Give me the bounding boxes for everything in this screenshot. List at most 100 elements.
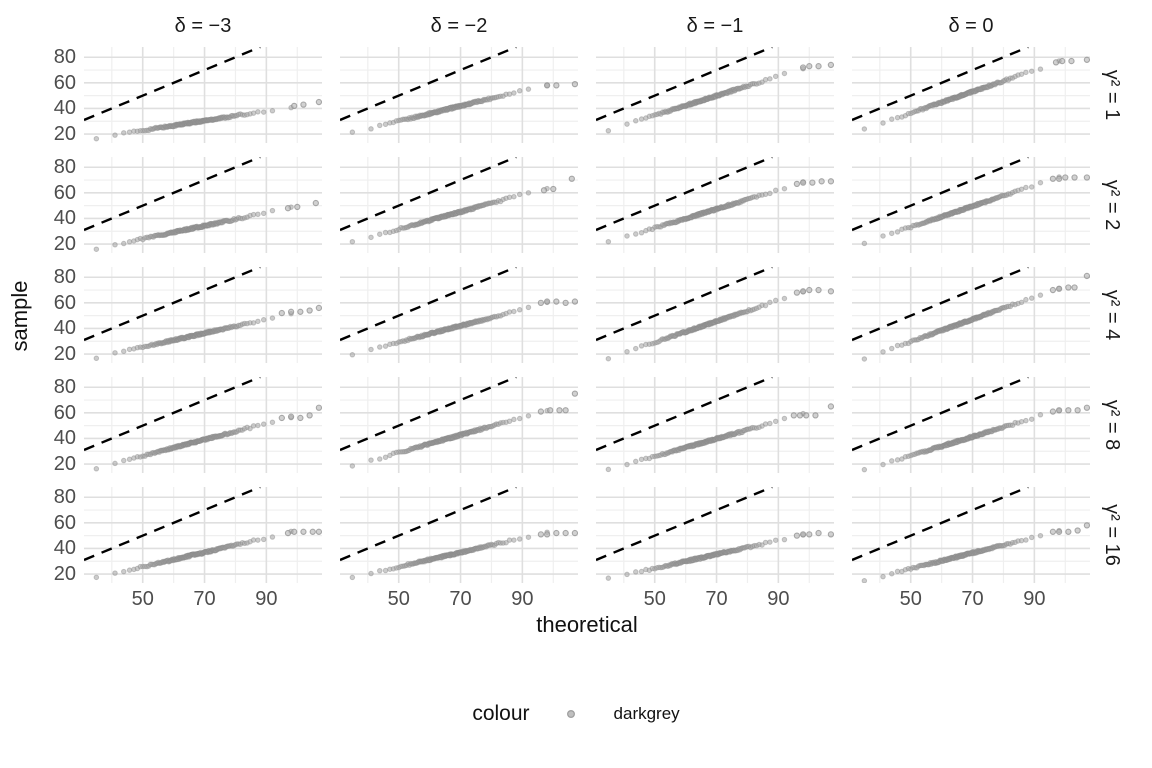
sample-points bbox=[605, 403, 834, 473]
sample-points bbox=[349, 390, 578, 469]
legend: colour darkgrey bbox=[0, 698, 1152, 730]
col-strip-label-0: δ = −3 bbox=[174, 15, 232, 37]
reference-line-dashed bbox=[340, 47, 517, 122]
legend-title: colour bbox=[472, 702, 530, 725]
facet-panel-delta-3-gamma1 bbox=[84, 47, 322, 143]
sample-points bbox=[349, 80, 578, 135]
sample-points bbox=[349, 529, 578, 581]
row-strip-label-4: γ² = 16 bbox=[1101, 504, 1123, 566]
facet-panel-delta-3-gamma2 bbox=[84, 157, 322, 253]
facet-panel-delta0-gamma16 bbox=[852, 487, 1090, 583]
sample-points bbox=[861, 522, 1090, 583]
reference-line-dashed bbox=[340, 377, 517, 452]
reference-line-dashed bbox=[852, 157, 1029, 232]
sample-points bbox=[605, 529, 834, 581]
reference-line-dashed bbox=[340, 267, 517, 342]
y-tick-label-40: 40 bbox=[53, 317, 76, 340]
sample-points bbox=[861, 404, 1090, 473]
reference-line-dashed bbox=[340, 157, 517, 232]
facet-panel-delta0-gamma2 bbox=[852, 157, 1090, 253]
x-tick-label-70: 70 bbox=[193, 588, 216, 610]
x-tick-label-90: 90 bbox=[511, 588, 534, 610]
y-tick-label-60: 60 bbox=[53, 71, 76, 94]
reference-line-dashed bbox=[852, 377, 1029, 452]
col-strip-label-1: δ = −2 bbox=[430, 15, 488, 37]
sample-points bbox=[605, 61, 834, 134]
row-strip-label-1: γ² = 2 bbox=[1101, 179, 1123, 231]
sample-points bbox=[605, 178, 834, 245]
sample-points bbox=[861, 174, 1090, 247]
sample-points bbox=[93, 199, 319, 252]
y-tick-label-20: 20 bbox=[53, 563, 76, 586]
x-tick-label-90: 90 bbox=[255, 588, 278, 610]
reference-line-dashed bbox=[340, 487, 517, 562]
y-tick-label-20: 20 bbox=[53, 123, 76, 146]
facet-panel-delta0-gamma4 bbox=[852, 267, 1090, 363]
x-tick-label-70: 70 bbox=[449, 588, 472, 610]
y-tick-label-40: 40 bbox=[53, 207, 76, 230]
sample-points bbox=[93, 404, 322, 472]
facet-panel-delta0-gamma1 bbox=[852, 47, 1090, 143]
reference-line-dashed bbox=[596, 377, 773, 452]
y-tick-label-60: 60 bbox=[53, 181, 76, 204]
facet-panel-delta-2-gamma2 bbox=[340, 157, 578, 253]
reference-line-dashed bbox=[852, 47, 1029, 122]
y-tick-label-40: 40 bbox=[53, 537, 76, 560]
facet-panel-delta-2-gamma4 bbox=[340, 267, 578, 363]
facet-panel-delta-3-gamma8 bbox=[84, 377, 322, 473]
facet-panel-delta-1-gamma8 bbox=[596, 377, 834, 473]
y-tick-label-80: 80 bbox=[53, 266, 76, 289]
reference-line-dashed bbox=[596, 157, 773, 232]
reference-line-dashed bbox=[852, 267, 1029, 342]
facet-panel-delta-2-gamma1 bbox=[340, 47, 578, 143]
x-tick-label-90: 90 bbox=[1023, 588, 1046, 610]
x-tick-label-70: 70 bbox=[961, 588, 984, 610]
y-axis-title: sample bbox=[7, 280, 32, 352]
y-tick-label-60: 60 bbox=[53, 511, 76, 534]
reference-line-dashed bbox=[84, 47, 261, 122]
sample-points bbox=[93, 304, 322, 362]
x-tick-label-50: 50 bbox=[643, 588, 666, 610]
y-tick-label-20: 20 bbox=[53, 453, 76, 476]
x-tick-label-90: 90 bbox=[767, 588, 790, 610]
x-tick-label-50: 50 bbox=[899, 588, 922, 610]
x-tick-label-50: 50 bbox=[131, 588, 154, 610]
y-tick-label-40: 40 bbox=[53, 97, 76, 120]
legend-entry-label: darkgrey bbox=[613, 704, 680, 723]
reference-line-dashed bbox=[596, 47, 773, 122]
sample-points bbox=[861, 56, 1090, 132]
y-tick-label-40: 40 bbox=[53, 427, 76, 450]
sample-points bbox=[93, 528, 322, 581]
col-strip-label-3: δ = 0 bbox=[948, 15, 994, 37]
sample-points bbox=[861, 272, 1090, 362]
x-tick-label-50: 50 bbox=[387, 588, 410, 610]
x-tick-label-70: 70 bbox=[705, 588, 728, 610]
reference-line-dashed bbox=[84, 487, 261, 562]
y-tick-label-60: 60 bbox=[53, 291, 76, 314]
col-strip-label-2: δ = −1 bbox=[686, 15, 744, 37]
sample-points bbox=[605, 286, 834, 362]
facet-panel-delta-3-gamma16 bbox=[84, 487, 322, 583]
reference-line-dashed bbox=[84, 377, 261, 452]
reference-line-dashed bbox=[596, 487, 773, 562]
legend-point-icon bbox=[560, 703, 582, 725]
facet-panel-delta-1-gamma16 bbox=[596, 487, 834, 583]
row-strip-label-3: γ² = 8 bbox=[1101, 399, 1123, 451]
y-tick-label-80: 80 bbox=[53, 486, 76, 509]
y-tick-label-60: 60 bbox=[53, 401, 76, 424]
y-tick-label-80: 80 bbox=[53, 156, 76, 179]
sample-points bbox=[349, 175, 575, 245]
reference-line-dashed bbox=[596, 267, 773, 342]
y-tick-label-80: 80 bbox=[53, 376, 76, 399]
facet-panel-delta-3-gamma4 bbox=[84, 267, 322, 363]
x-axis-title: theoretical bbox=[536, 612, 638, 637]
y-tick-label-20: 20 bbox=[53, 233, 76, 256]
sample-points bbox=[349, 298, 578, 358]
facet-panel-delta-1-gamma2 bbox=[596, 157, 834, 253]
row-strip-label-2: γ² = 4 bbox=[1101, 289, 1123, 341]
reference-line-dashed bbox=[84, 157, 261, 232]
reference-line-dashed bbox=[852, 487, 1029, 562]
facet-panel-delta-1-gamma1 bbox=[596, 47, 834, 143]
row-strip-label-0: γ² = 1 bbox=[1101, 69, 1123, 121]
facet-panel-delta-1-gamma4 bbox=[596, 267, 834, 363]
